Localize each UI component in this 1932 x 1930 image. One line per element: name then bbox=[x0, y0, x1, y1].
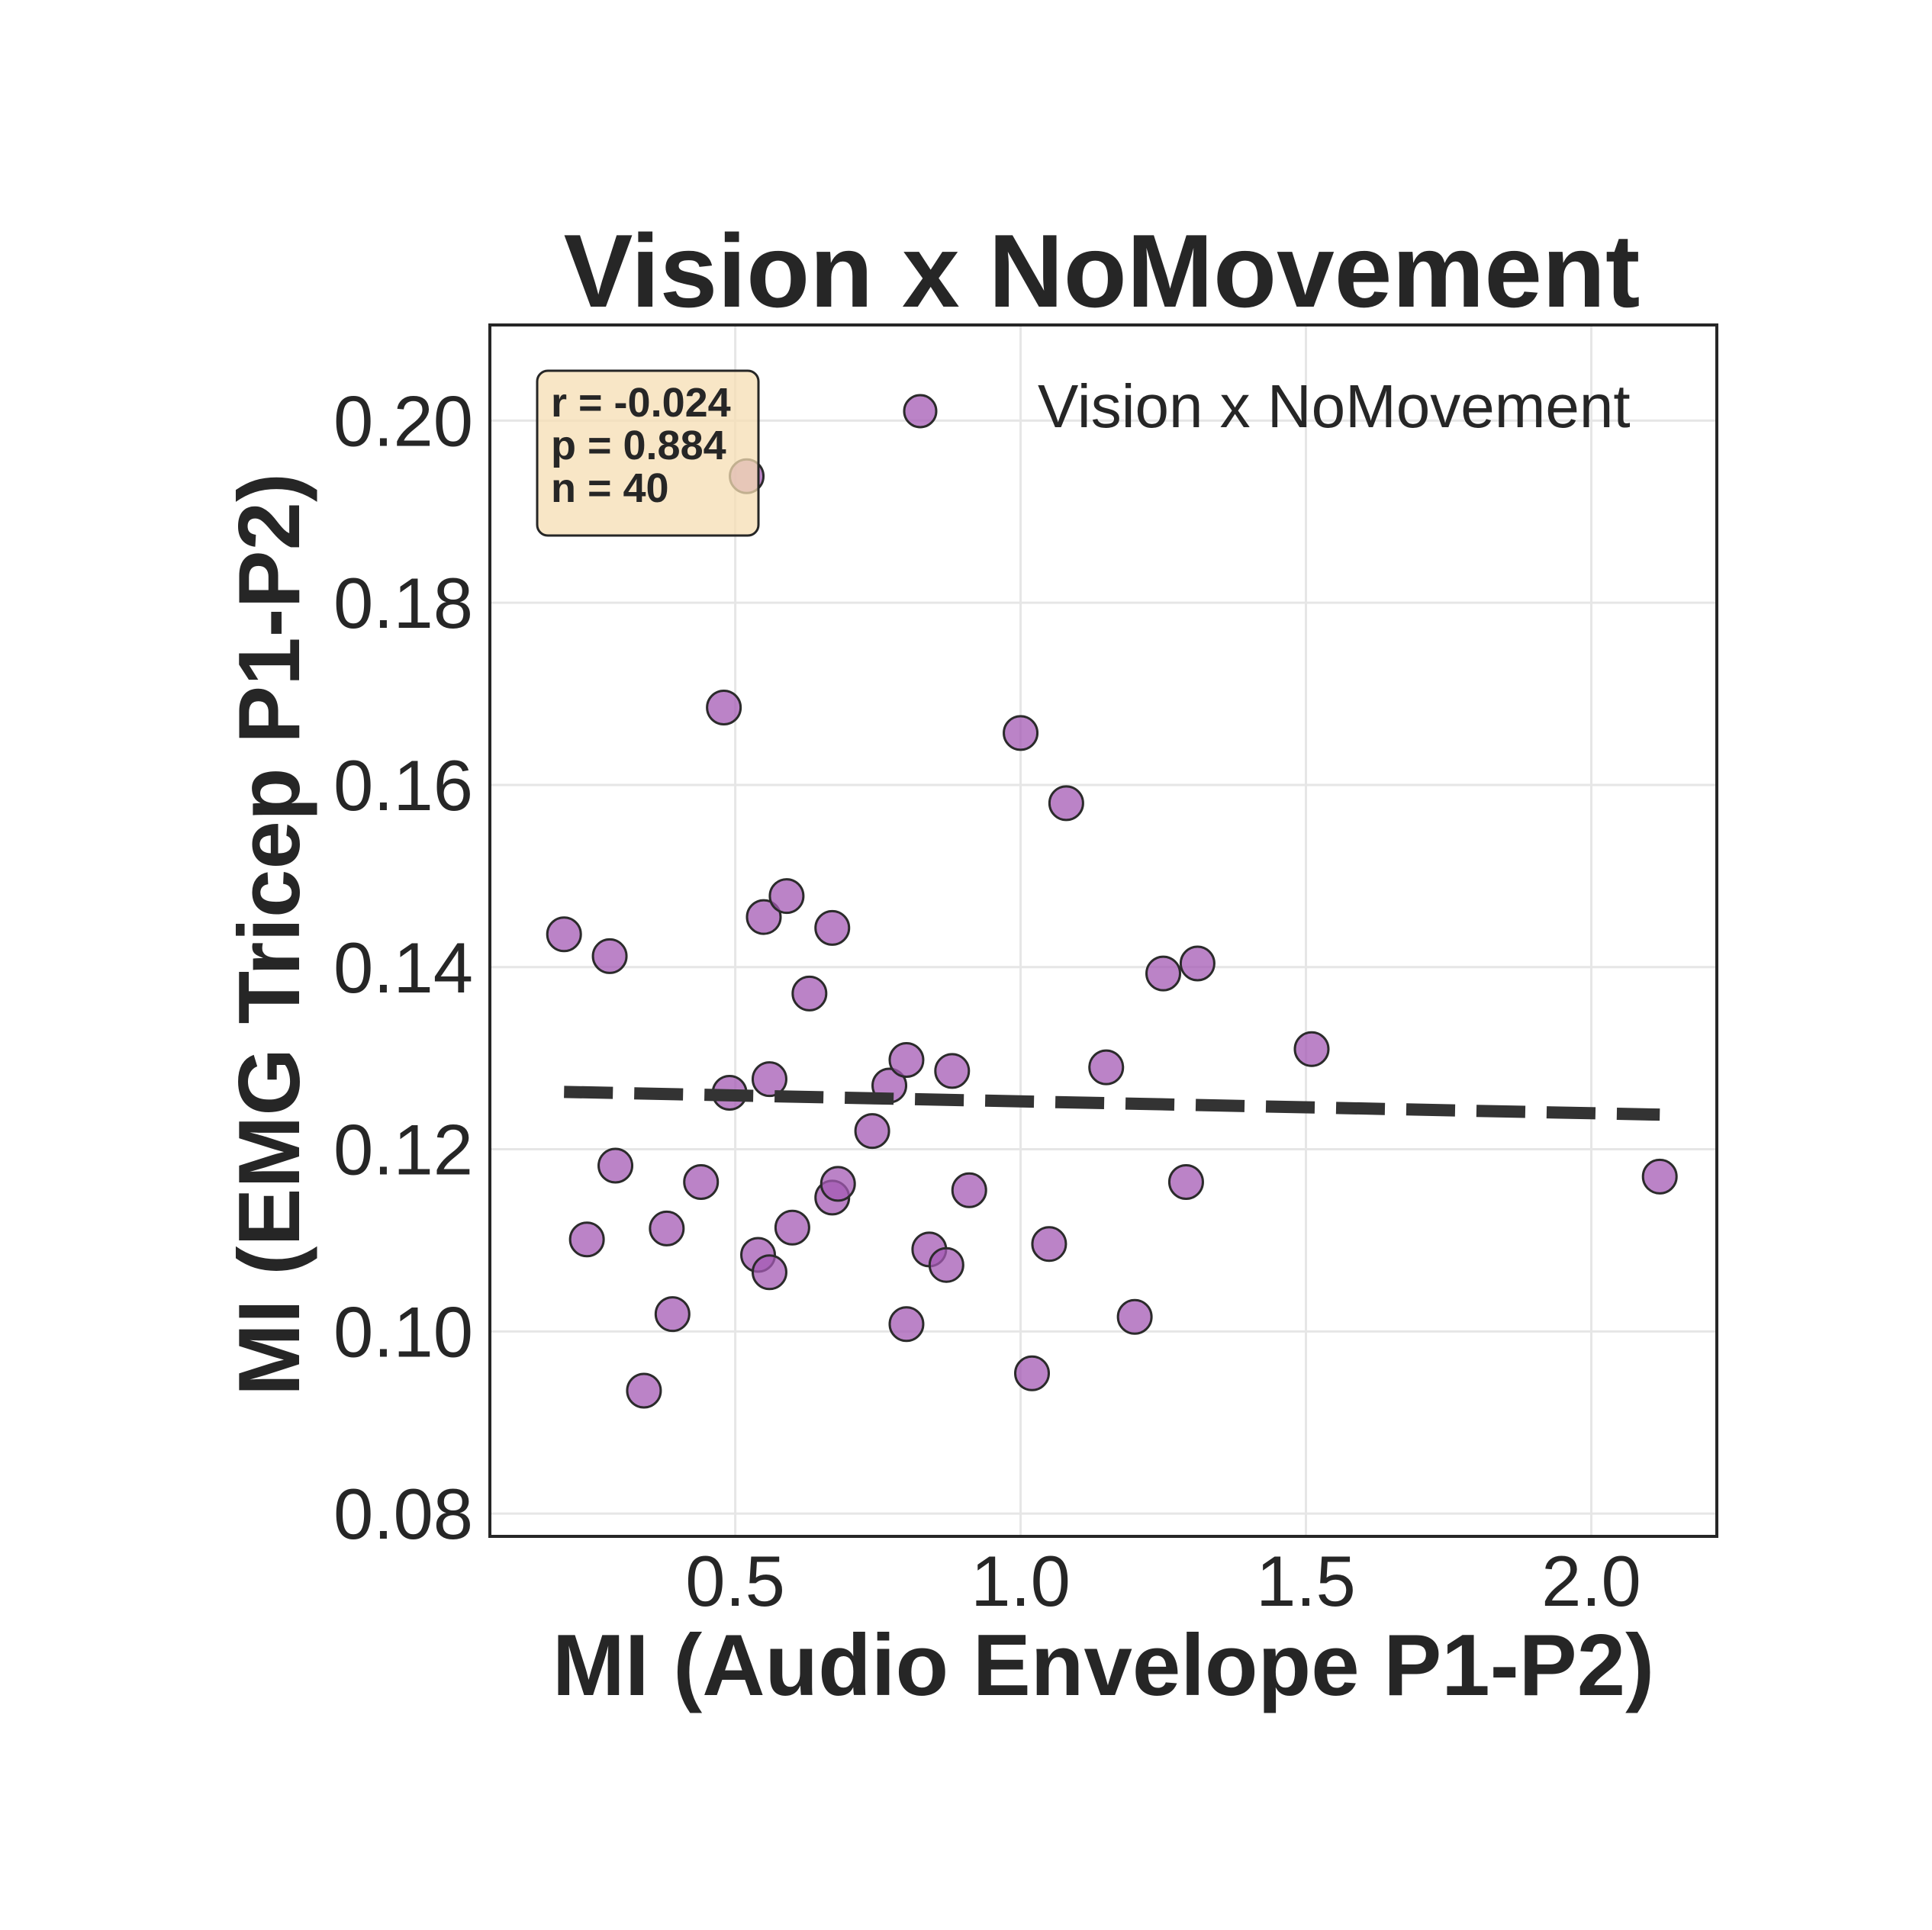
data-point bbox=[814, 909, 851, 946]
data-point bbox=[683, 1164, 720, 1201]
data-point bbox=[1088, 1049, 1125, 1086]
data-point bbox=[1641, 1158, 1678, 1195]
data-point bbox=[791, 975, 828, 1012]
stats-p-value: p = 0.884 bbox=[551, 423, 726, 468]
data-point bbox=[934, 1053, 971, 1089]
data-point bbox=[1003, 715, 1039, 751]
chart-title: Vision x NoMovement bbox=[564, 213, 1641, 329]
data-point bbox=[951, 1172, 987, 1208]
data-point bbox=[751, 1061, 787, 1098]
data-point bbox=[597, 1147, 634, 1184]
stats-box: r = -0.024 p = 0.884 n = 40 bbox=[536, 369, 760, 537]
y-tick-label: 0.10 bbox=[333, 1291, 473, 1372]
data-point bbox=[1116, 1298, 1153, 1335]
y-tick-label: 0.16 bbox=[333, 745, 473, 825]
stats-n-value: n = 40 bbox=[551, 465, 669, 511]
data-point bbox=[854, 1113, 890, 1150]
stats-box-background bbox=[536, 369, 760, 537]
x-tick-label: 0.5 bbox=[685, 1541, 785, 1621]
data-point bbox=[774, 1209, 810, 1246]
data-point bbox=[1293, 1031, 1330, 1067]
y-tick-label: 0.14 bbox=[333, 928, 473, 1008]
data-point bbox=[1167, 1164, 1204, 1201]
data-point bbox=[706, 689, 742, 725]
trend-line bbox=[564, 1086, 1660, 1121]
data-point bbox=[1179, 945, 1216, 982]
y-tick-labels: 0.08 0.10 0.12 0.14 0.16 0.18 0.20 bbox=[333, 381, 473, 1554]
data-point bbox=[888, 1042, 925, 1079]
x-tick-label: 1.0 bbox=[971, 1541, 1071, 1621]
legend: Vision x NoMovement bbox=[903, 372, 1631, 440]
data-points bbox=[546, 458, 1678, 1409]
data-point bbox=[649, 1210, 685, 1246]
data-point bbox=[1031, 1226, 1067, 1263]
x-tick-labels: 0.5 1.0 1.5 2.0 bbox=[685, 1541, 1641, 1621]
plot-frame bbox=[488, 323, 1718, 1538]
y-tick-label: 0.12 bbox=[333, 1110, 473, 1190]
legend-label: Vision x NoMovement bbox=[1038, 372, 1631, 440]
y-axis-label: MI (EMG Tricep P1-P2) bbox=[221, 473, 318, 1396]
data-point bbox=[1048, 785, 1084, 822]
data-point bbox=[1145, 955, 1182, 992]
x-tick-label: 1.5 bbox=[1256, 1541, 1356, 1621]
y-tick-label: 0.08 bbox=[333, 1474, 473, 1554]
x-tick-label: 2.0 bbox=[1541, 1541, 1641, 1621]
trendline-layer bbox=[564, 1086, 1660, 1121]
data-point bbox=[888, 1306, 925, 1343]
x-axis-label: MI (Audio Envelope P1-P2) bbox=[552, 1617, 1654, 1714]
data-point bbox=[819, 1166, 856, 1202]
data-point bbox=[626, 1372, 662, 1409]
data-point bbox=[591, 938, 628, 974]
y-tick-label: 0.18 bbox=[333, 563, 473, 643]
stats-r-value: r = -0.024 bbox=[551, 380, 731, 426]
data-point bbox=[751, 1254, 787, 1291]
data-point bbox=[928, 1246, 964, 1283]
data-point bbox=[654, 1296, 691, 1333]
data-point bbox=[745, 899, 782, 935]
y-tick-label: 0.20 bbox=[333, 381, 473, 461]
data-point bbox=[568, 1221, 605, 1258]
legend-marker bbox=[903, 394, 938, 429]
data-point bbox=[1014, 1355, 1051, 1391]
data-point bbox=[768, 878, 805, 915]
data-point bbox=[546, 916, 582, 953]
